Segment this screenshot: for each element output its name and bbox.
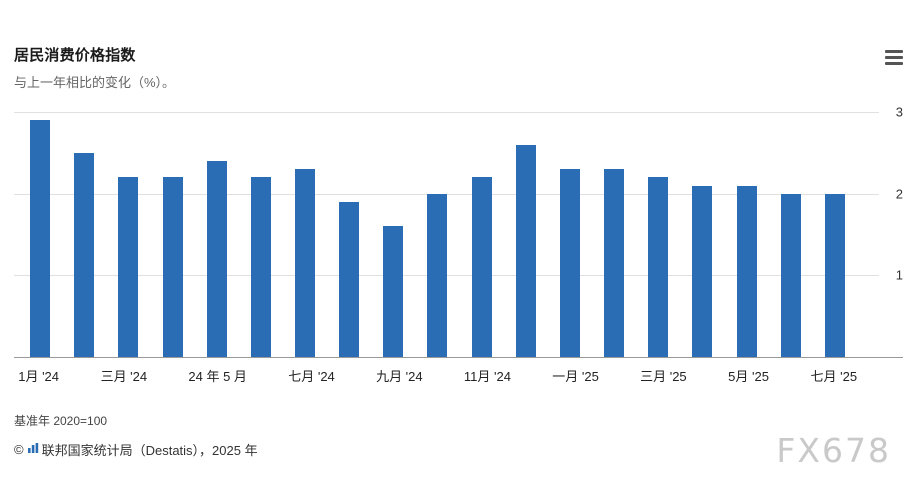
bar[interactable] — [250, 177, 271, 357]
bar-column — [548, 112, 592, 357]
x-axis-tick-label — [147, 366, 188, 385]
bar[interactable] — [427, 193, 448, 357]
bar-column — [327, 112, 371, 357]
bar[interactable] — [648, 177, 669, 357]
x-axis-tick-label: 三月 '24 — [100, 369, 148, 384]
bar[interactable] — [162, 177, 183, 357]
bar[interactable] — [339, 201, 360, 357]
x-axis-tick-label: 5月 '25 — [728, 369, 769, 384]
x-axis-tick-label: 11月 '24 — [463, 369, 511, 384]
bar[interactable] — [824, 193, 845, 357]
bar[interactable] — [559, 169, 580, 357]
bar[interactable] — [780, 193, 801, 357]
y-axis-tick-label: 2 — [890, 187, 903, 201]
x-axis-tick-label — [599, 366, 640, 385]
bar[interactable] — [692, 185, 713, 357]
x-axis-tick-label: 七月 '25 — [810, 369, 858, 384]
bar[interactable] — [74, 152, 95, 357]
bar-column — [62, 112, 106, 357]
bar[interactable] — [383, 226, 404, 357]
chart-title: 居民消费价格指数 — [14, 47, 136, 64]
bar[interactable] — [295, 169, 316, 357]
bar-column — [725, 112, 769, 357]
hamburger-menu-icon[interactable] — [885, 50, 903, 66]
x-axis-tick-label — [423, 366, 464, 385]
plot-area: 1 2 3 — [14, 105, 903, 358]
x-axis-tick-label: 一月 '25 — [552, 369, 599, 384]
x-axis-tick-label — [511, 366, 552, 385]
bar[interactable] — [471, 177, 492, 357]
x-axis-tick-label — [247, 366, 288, 385]
source-line: © 联邦国家统计局（Destatis），2025 年 — [14, 440, 903, 459]
bar-column — [769, 112, 813, 357]
bar[interactable] — [604, 169, 625, 357]
x-axis-tick-label: 1月 '24 — [18, 369, 60, 384]
copyright-symbol: © — [14, 442, 24, 457]
x-axis-tick-label — [59, 366, 100, 385]
bar[interactable] — [30, 120, 51, 357]
source-text: 联邦国家统计局（Destatis），2025 年 — [41, 443, 258, 458]
menu-bar — [885, 62, 903, 65]
x-axis-tick-label: 七月 '24 — [288, 369, 335, 384]
bar[interactable] — [515, 144, 536, 357]
x-axis-tick-label: 24 年 5 月 — [188, 369, 247, 384]
x-axis-tick-label: 三月 '25 — [640, 369, 687, 384]
bar-column — [592, 112, 636, 357]
x-axis-labels: 1月 '24 三月 '24 24 年 5 月 七月 '24 九月 '24 11月 '24 一… — [18, 366, 857, 385]
y-axis-tick-label: 1 — [890, 268, 903, 282]
x-axis-tick-label — [335, 366, 376, 385]
bar-column — [18, 112, 62, 357]
chart-subtitle: 与上一年相比的变化（%）。 — [14, 75, 176, 90]
x-axis-tick-label — [769, 366, 810, 385]
bar-column — [813, 112, 857, 357]
bar-column — [150, 112, 194, 357]
x-axis-tick-label — [687, 366, 728, 385]
bar-column — [106, 112, 150, 357]
y-axis-tick-label: 3 — [890, 105, 903, 119]
destatis-bar-chart-icon — [27, 442, 39, 457]
fx678-watermark: FX678 — [776, 431, 891, 470]
menu-bar — [885, 50, 903, 53]
bar[interactable] — [118, 177, 139, 357]
bar-column — [504, 112, 548, 357]
bars-container — [18, 112, 857, 357]
bar-column — [636, 112, 680, 357]
gridline — [14, 112, 879, 113]
base-year-note: 基准年 2020=100 — [14, 414, 108, 428]
bar-column — [195, 112, 239, 357]
bar-column — [415, 112, 459, 357]
bar-column — [239, 112, 283, 357]
bar-column — [460, 112, 504, 357]
bar[interactable] — [736, 185, 757, 357]
x-axis-tick-label: 九月 '24 — [376, 369, 423, 384]
bar-column — [680, 112, 724, 357]
bar-chart: 1 2 3 1月 '24 三月 '24 24 年 5 月 七月 '24 九月 '24 11月 … — [14, 105, 903, 385]
chart-header: 居民消费价格指数 与上一年相比的变化（%）。 — [14, 44, 903, 91]
menu-bar — [885, 56, 903, 59]
bar-column — [283, 112, 327, 357]
bar-column — [371, 112, 415, 357]
bar[interactable] — [206, 161, 227, 357]
